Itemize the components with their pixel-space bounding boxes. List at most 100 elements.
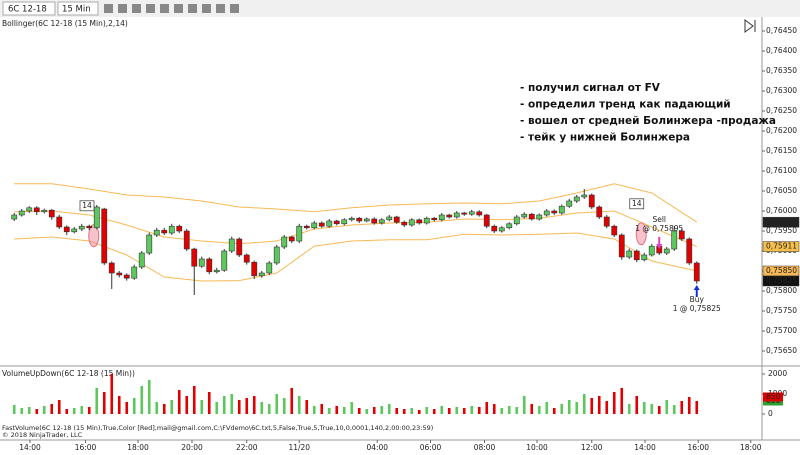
candle-body [213, 269, 220, 273]
volume-marker-label: 850 [766, 392, 781, 401]
x-tick-label: 11/20 [288, 443, 310, 452]
icon[interactable] [202, 4, 211, 13]
signal-mark [88, 224, 100, 248]
candle-body [633, 250, 640, 261]
instrument-selector[interactable] [2, 1, 56, 16]
candle-body [491, 225, 498, 232]
volume-bar [680, 401, 684, 414]
candle-body [101, 208, 108, 264]
note: - получил сигнал от FV [520, 82, 661, 94]
icon[interactable] [146, 4, 155, 13]
volume-bar [87, 407, 91, 414]
candle-body [78, 225, 85, 230]
candle-body [266, 262, 273, 274]
volume-bar [50, 404, 54, 414]
volume-bar [425, 407, 429, 414]
volume-bar [620, 388, 624, 414]
x-tick-label: 18:00 [127, 443, 149, 452]
candle-body [116, 272, 123, 276]
volume-bar [672, 405, 676, 414]
volume-bar [402, 409, 406, 414]
candle-body [663, 248, 670, 254]
volume-bar [305, 400, 309, 414]
volume-bar [170, 400, 174, 414]
volume-bar [350, 402, 354, 414]
candle-body [303, 225, 310, 229]
candle-body [506, 223, 513, 229]
icon[interactable] [160, 4, 169, 13]
candle-body [228, 238, 235, 252]
volume-bar [155, 402, 159, 414]
candle-body [393, 216, 400, 223]
volume-bar [395, 408, 399, 414]
candle-body [626, 250, 633, 258]
candle-body [438, 214, 445, 221]
x-tick-label: 16:00 [75, 443, 97, 452]
volume-bar [417, 410, 421, 414]
price-marker-label: 0,75911 [766, 242, 797, 251]
icon[interactable] [188, 4, 197, 13]
candle-body [48, 209, 55, 218]
candle-body [236, 238, 243, 256]
volume-bar [492, 404, 496, 414]
y-tick-label: 0,76400 [766, 46, 797, 55]
volume-bar [42, 406, 46, 414]
icon[interactable] [132, 4, 141, 13]
candle-body [416, 219, 423, 224]
candle-body [431, 217, 438, 221]
icon[interactable] [118, 4, 127, 13]
x-tick-label: 06:00 [420, 443, 442, 452]
volume-bar [147, 380, 151, 414]
volume-bar [260, 402, 264, 414]
price-marker [762, 241, 800, 252]
icon[interactable] [216, 4, 225, 13]
volume-bar [365, 409, 369, 414]
indicator-label: Bollinger(6C 12-18 (15 Min),2,14) [2, 19, 128, 28]
note: - вошел от средней Болинжера -продажа [520, 115, 776, 127]
volume-bar [125, 402, 129, 414]
volume-bar [192, 386, 196, 414]
volume-bar [657, 406, 661, 414]
y-tick-label: 0,76450 [766, 26, 797, 35]
volume-bar [80, 406, 84, 414]
candle-body [258, 272, 265, 277]
trade-arrow [656, 237, 663, 249]
volume-bar [455, 407, 459, 414]
volume-bar [320, 404, 324, 414]
y-tick-label: 0,76100 [766, 166, 797, 175]
candle-body [566, 200, 573, 207]
icon[interactable] [104, 4, 113, 13]
volume-bar [605, 401, 609, 414]
x-tick-label: 18:00 [740, 443, 762, 452]
volume-bar [485, 402, 489, 414]
volume-bar [140, 386, 144, 414]
candle-body [11, 214, 18, 220]
trade-label: Buy [690, 295, 705, 304]
candle-body [326, 220, 333, 227]
candle-body [56, 216, 63, 228]
volume-bar [207, 392, 211, 414]
candle-body [573, 196, 580, 202]
y-tick-label: 0,76350 [766, 66, 797, 75]
volume-bar [290, 388, 294, 414]
volume-bar [252, 396, 256, 414]
volume-bar [432, 409, 436, 414]
icon[interactable] [174, 4, 183, 13]
toolbar [0, 0, 800, 17]
volume-bar [410, 408, 414, 414]
copyright: © 2018 NinjaTrader, LLC [2, 431, 83, 439]
scroll-end-icon[interactable] [744, 19, 756, 33]
icon[interactable] [230, 4, 239, 13]
bollinger-band [14, 232, 697, 282]
period-label: 14 [632, 199, 642, 208]
candle-body [558, 205, 565, 214]
interval-selector[interactable] [57, 1, 99, 16]
volume-bar [282, 398, 286, 414]
volume-bar [575, 402, 579, 414]
candle-body [356, 217, 363, 222]
candle-body [498, 227, 505, 232]
candle-body [41, 209, 48, 213]
bollinger-band [14, 183, 698, 223]
candle-body [153, 229, 160, 236]
